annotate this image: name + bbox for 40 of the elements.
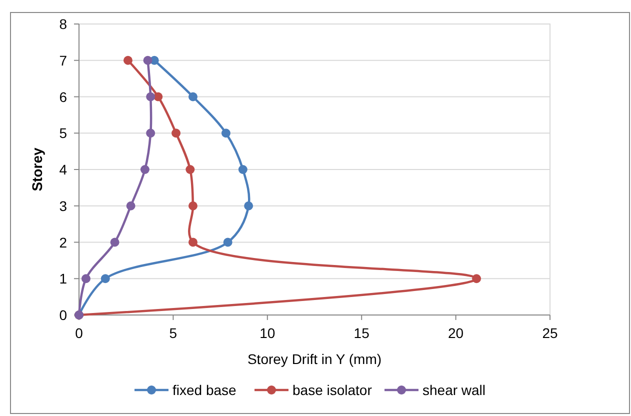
point [188, 201, 198, 210]
x-tick-label: 20 [448, 325, 464, 341]
point [81, 274, 90, 284]
point [123, 56, 132, 65]
point [188, 92, 198, 102]
point [172, 128, 181, 138]
y-tick-label: 0 [59, 307, 68, 323]
y-tick-label: 4 [59, 162, 68, 178]
point [146, 92, 156, 102]
point [110, 238, 120, 247]
point [472, 274, 482, 284]
x-tick-label: 15 [354, 325, 370, 341]
point [188, 238, 198, 247]
y-tick-label: 5 [59, 125, 68, 142]
x-tick-label: 0 [75, 325, 84, 341]
x-tick-label: 5 [169, 325, 178, 341]
y-axis-title: Storey [29, 148, 45, 192]
x-axis-title: Storey Drift in Y (mm) [247, 351, 382, 367]
x-tick-label: 25 [542, 325, 558, 341]
point [140, 165, 150, 174]
point [100, 274, 110, 284]
y-tick-label: 8 [59, 16, 68, 32]
point [126, 201, 136, 210]
point [238, 165, 248, 174]
point [186, 165, 195, 174]
y-tick-label: 1 [59, 270, 68, 287]
y-tick-label: 6 [59, 88, 68, 105]
y-tick-label: 3 [59, 198, 68, 214]
point [221, 128, 230, 138]
point [146, 128, 156, 138]
point [244, 201, 254, 210]
legend-label: base isolator [292, 382, 372, 398]
point [143, 56, 152, 65]
legend-label: fixed base [172, 382, 237, 398]
x-tick-label: 10 [260, 325, 276, 341]
y-tick-label: 2 [59, 234, 68, 250]
point [223, 238, 232, 247]
point [154, 92, 163, 102]
y-tick-label: 7 [59, 52, 68, 68]
legend-label: shear wall [422, 382, 486, 398]
